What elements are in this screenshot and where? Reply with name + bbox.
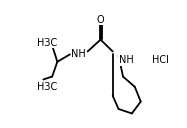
- Text: O: O: [97, 15, 104, 25]
- Text: H3C: H3C: [37, 38, 57, 48]
- Text: H3C: H3C: [37, 82, 57, 92]
- Text: NH: NH: [71, 49, 86, 59]
- Text: NH: NH: [119, 55, 133, 65]
- Text: HCl: HCl: [152, 55, 169, 65]
